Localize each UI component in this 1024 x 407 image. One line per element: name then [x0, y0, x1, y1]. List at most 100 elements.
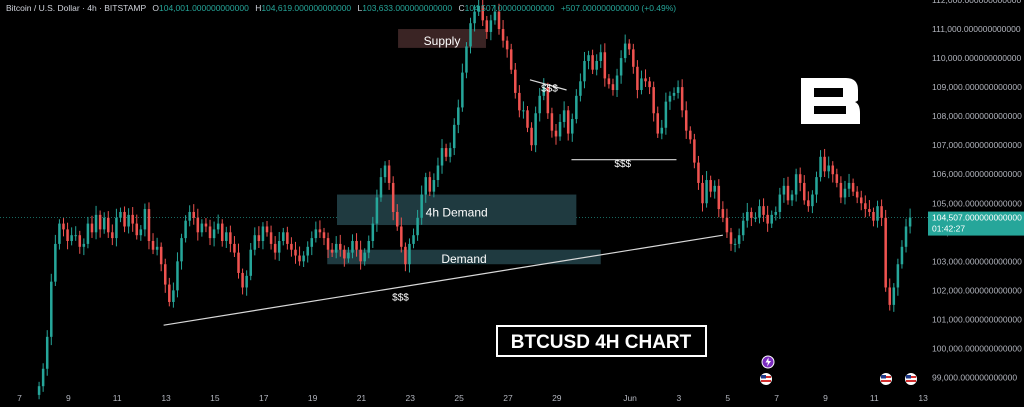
- candle: [400, 217, 403, 253]
- candle: [851, 178, 855, 196]
- price-axis[interactable]: 99,000.000000000000 100,000.000000000000 1…: [932, 0, 1022, 382]
- time-tick-label: 13: [161, 393, 171, 403]
- candle: [534, 106, 537, 153]
- candle: [648, 76, 651, 95]
- current-price-label: 104,507.000000000000: [932, 213, 1022, 223]
- close-value: 104,507.000000000000: [464, 3, 555, 13]
- candle: [420, 185, 423, 225]
- candle: [481, 0, 484, 26]
- candle: [302, 251, 305, 267]
- candle: [733, 238, 737, 253]
- time-tick-label: 19: [308, 393, 318, 403]
- candle: [188, 205, 191, 227]
- time-tick-label: 25: [454, 393, 464, 403]
- candle: [355, 233, 358, 257]
- candle: [119, 207, 122, 223]
- candle: [168, 277, 171, 307]
- candle: [196, 208, 200, 241]
- candle: [440, 139, 444, 174]
- demand-zone: [327, 249, 601, 265]
- liquidity-label-1: $$$: [541, 83, 558, 94]
- close-key: C: [458, 3, 465, 13]
- candle: [709, 175, 712, 198]
- candle: [318, 220, 322, 238]
- candle: [868, 200, 871, 217]
- candle: [693, 133, 696, 169]
- candle: [107, 211, 110, 238]
- time-tick-label: 13: [918, 393, 928, 403]
- candle: [294, 241, 297, 264]
- candle: [509, 43, 513, 75]
- supply-zone: [398, 29, 486, 48]
- candle: [290, 237, 293, 257]
- candle: [815, 171, 818, 203]
- candle: [367, 235, 371, 259]
- low-value: 103,633.000000000000: [362, 3, 453, 13]
- candle: [452, 118, 456, 156]
- candle: [599, 44, 603, 68]
- candle: [444, 143, 448, 162]
- 4h-demand-label: 4h Demand: [426, 205, 488, 219]
- candle: [78, 230, 82, 254]
- candle: [623, 34, 627, 63]
- candle: [900, 240, 904, 269]
- candle: [904, 218, 908, 253]
- time-tick-label: 21: [357, 393, 367, 403]
- candle: [558, 114, 562, 141]
- candle: [102, 212, 106, 234]
- time-tick-label: 11: [870, 393, 879, 403]
- candle: [330, 243, 334, 257]
- candle: [45, 330, 49, 376]
- candle: [896, 258, 900, 296]
- candle: [831, 161, 835, 183]
- candle: [298, 246, 301, 266]
- zones-layer: [327, 29, 601, 265]
- candle: [282, 227, 285, 246]
- candle: [514, 63, 517, 99]
- candle: [522, 101, 525, 119]
- countdown-label: 01:42:27: [932, 224, 965, 234]
- candle: [412, 228, 415, 249]
- price-tick-label: 110,000.000000000000: [932, 53, 1021, 63]
- candle: [241, 268, 244, 295]
- time-tick-label: 7: [17, 393, 22, 403]
- symbol-name: Bitcoin / U.S. Dollar · 4h · BITSTAMP: [6, 3, 146, 13]
- candle: [550, 107, 554, 138]
- candle: [310, 231, 314, 256]
- price-tick-label: 108,000.000000000000: [932, 111, 1022, 121]
- candle: [343, 245, 346, 267]
- price-tick-label: 101,000.000000000000: [932, 314, 1022, 324]
- candle: [587, 50, 590, 70]
- time-axis[interactable]: 7 9 11 13 15 17 19 21 23 25 27 29 Jun 3 5 7 9 11 13: [17, 393, 928, 403]
- candle: [721, 201, 725, 223]
- high-key: H: [255, 3, 262, 13]
- candle: [839, 176, 843, 204]
- candle: [803, 175, 806, 205]
- low-key: L: [357, 3, 363, 13]
- candle: [518, 85, 521, 118]
- candle: [562, 101, 566, 128]
- liquidity-line-1: [529, 79, 567, 91]
- open-key: O: [152, 3, 159, 13]
- candle: [424, 172, 428, 203]
- candle: [554, 123, 558, 145]
- candle: [469, 17, 472, 54]
- candle: [127, 208, 130, 234]
- candle: [782, 177, 786, 203]
- candle: [66, 222, 69, 250]
- candle: [575, 89, 578, 124]
- candle: [212, 221, 216, 247]
- candle: [90, 215, 94, 238]
- candle: [579, 73, 582, 102]
- candle: [501, 20, 505, 48]
- candle: [566, 105, 570, 141]
- candle: [864, 195, 867, 218]
- candle: [432, 173, 436, 198]
- candle: [538, 87, 541, 122]
- candle: [257, 226, 261, 248]
- candle: [754, 212, 757, 223]
- candle: [347, 247, 350, 263]
- candle: [668, 91, 672, 110]
- candle: [489, 14, 493, 41]
